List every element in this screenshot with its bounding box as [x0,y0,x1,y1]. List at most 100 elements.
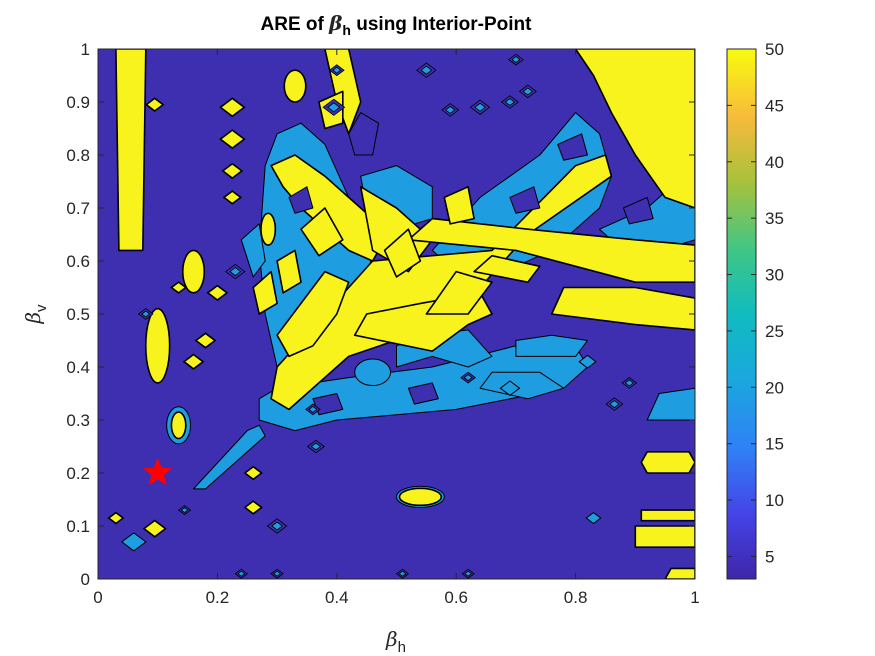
chart-title: ARE of βh using Interior-Point [261,11,533,38]
y-tick-label-8: 0.8 [66,146,90,165]
high-region-30 [221,162,244,180]
contour-ring-6-1 [504,97,516,107]
title-sub: h [342,22,351,38]
high-region-29 [219,129,246,150]
star-marker [143,457,173,486]
mid-region-15 [499,380,521,397]
contour-ring-7-1 [522,87,534,96]
contour-ring-20-1 [332,66,342,74]
high-region-35 [182,353,205,370]
high-region-38 [243,465,263,481]
high-region-39 [243,500,263,515]
high-region-32 [145,97,165,113]
contour-ring-14-1 [141,310,151,318]
high-region-23 [181,249,206,294]
mid-region-5 [193,424,266,490]
colorbar-tick-label-7: 40 [765,153,784,172]
high-region-26 [283,69,307,103]
y-tick-label-2: 0.2 [66,464,90,483]
low-region-1 [509,186,541,214]
high-region-7 [574,49,695,209]
x-tick-label-3: 0.6 [444,588,468,607]
x-tick-label-5: 1 [690,588,699,607]
colorbar: 5 10 15 20 25 30 35 40 45 50 [726,40,784,580]
high-region-12 [425,270,493,315]
high-region-37 [107,511,125,525]
y-tick-label-3: 0.3 [66,411,90,430]
y-tick-label-9: 0.9 [66,93,90,112]
colorbar-tick-label-5: 30 [765,266,784,285]
colorbar-tick-label-9: 50 [765,40,784,59]
high-region-22 [144,307,171,384]
contour-ring-12-1 [609,400,620,409]
mid-region-9 [479,371,565,400]
x-axis-label: βh [385,627,406,656]
contour-ring-15-1 [463,374,473,382]
mid-region-8 [515,334,588,357]
contour-ring-19-1 [464,570,473,577]
high-region-24 [170,411,187,440]
mid-region-13 [354,358,392,387]
colorbar-tick-label-0: 5 [765,547,774,566]
contour-ring-8-1 [511,56,521,64]
contour-ring-9-1 [420,65,433,75]
colorbar-tick-label-1: 10 [765,491,784,510]
colorbar-tick-label-8: 45 [765,96,784,115]
colorbar-tick-label-2: 15 [765,435,784,454]
high-region-15 [276,249,302,294]
high-region-28 [219,97,246,118]
y-tick-label-1: 0.1 [66,517,90,536]
low-region-3 [288,186,314,214]
colorbar-tick-label-3: 20 [765,378,784,397]
high-region-18 [640,450,695,474]
contour-ring-5-1 [474,102,486,112]
colorbar-ticks: 5 10 15 20 25 30 35 40 45 50 [727,40,784,566]
contour-ring-18-1 [398,570,407,577]
high-region-14 [300,207,344,257]
mid-region-14 [121,532,147,552]
contour-ring-1-1 [310,442,322,451]
high-region-10 [473,254,541,284]
high-region-27 [260,212,277,246]
contour-ring-0-1 [327,102,341,113]
high-region-0 [115,49,147,252]
colorbar-tick-label-6: 35 [765,209,784,228]
high-region-25 [398,487,443,507]
high-region-4 [276,270,350,358]
low-region-0 [348,112,380,156]
contour-ring-13-1 [624,379,634,387]
colorbar-gradient [726,48,757,580]
title-beta: β [328,11,342,35]
high-region-40 [170,281,188,294]
high-region-13 [383,228,422,278]
colorbar-tick-label-4: 25 [765,322,784,341]
y-tick-label-7: 0.7 [66,199,90,218]
contour-regions [107,49,695,579]
high-region-8 [407,217,695,284]
mid-region-7 [240,223,266,278]
high-region-36 [142,519,167,538]
y-tick-label-10: 1 [81,40,90,59]
y-tick-label-4: 0.4 [66,358,90,377]
contour-ring-17-1 [273,570,282,577]
low-region-5 [622,196,654,225]
high-region-19 [640,509,695,522]
high-region-11 [252,270,278,315]
x-tick-label-4: 0.8 [564,588,588,607]
y-axis: 0 0.1 0.2 0.3 0.4 0.5 0.6 0.7 0.8 0.9 1 [66,40,695,589]
contour-ring-16-1 [237,570,246,577]
contour-ring-4-1 [444,106,456,114]
y-tick-label-0: 0 [81,570,90,589]
mid-region-10 [646,387,695,421]
marker-layer [143,457,173,486]
mid-region-17 [585,511,602,525]
low-region-4 [407,382,439,405]
mid-region-16 [578,354,597,369]
x-tick-label-1: 0.2 [206,588,230,607]
x-axis: 0 0.2 0.4 0.6 0.8 1 [93,49,700,607]
high-region-9 [550,286,695,331]
high-region-33 [206,284,229,302]
contour-ring-10-1 [271,521,284,531]
y-axis-label: βv [21,304,50,325]
